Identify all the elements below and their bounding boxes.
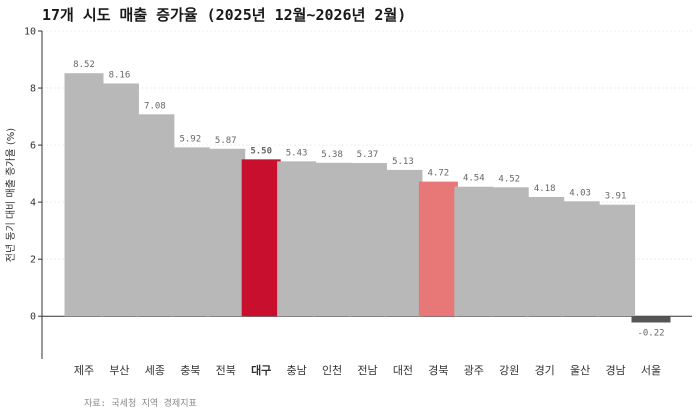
value-label-경기: 4.18 xyxy=(534,184,556,194)
bars xyxy=(64,73,671,323)
category-label-서울: 서울 xyxy=(641,364,661,377)
value-label-서울: -0.22 xyxy=(637,328,664,338)
value-label-인천: 5.38 xyxy=(321,150,343,160)
bar-전남 xyxy=(348,163,387,317)
value-label-전북: 5.87 xyxy=(215,136,237,146)
value-label-전남: 5.37 xyxy=(357,150,379,160)
source-note: 자료: 국세청 지역 경제지표 xyxy=(84,399,197,409)
y-tick-label: 2 xyxy=(30,255,36,266)
bar-서울 xyxy=(631,316,671,323)
category-label-대구: 대구 xyxy=(251,363,271,377)
value-label-광주: 4.54 xyxy=(463,174,485,184)
y-tick-label: 10 xyxy=(24,27,36,38)
chart-title: 17개 시도 매출 증가율 (2025년 12월~2026년 2월) xyxy=(42,6,407,24)
value-label-충북: 5.92 xyxy=(179,134,201,144)
bar-경북 xyxy=(418,181,458,317)
bar-충남 xyxy=(277,161,317,317)
bar-제주 xyxy=(64,73,104,317)
y-tick-label: 0 xyxy=(30,312,36,323)
bar-경기 xyxy=(525,196,565,317)
category-labels: 제주 부산 세종 충북 전북 대구 충남 인천 전남 대전 경북 광주 강원 경기 울산 경남 서울 xyxy=(74,363,661,377)
category-label-경북: 경북 xyxy=(428,364,448,377)
y-tick-label: 8 xyxy=(30,84,36,95)
category-label-충북: 충북 xyxy=(180,364,200,377)
y-axis: 0 2 4 6 8 10 xyxy=(24,27,43,359)
category-label-부산: 부산 xyxy=(109,364,129,377)
bar-강원 xyxy=(489,187,529,317)
value-label-충남: 5.43 xyxy=(286,148,308,158)
value-label-대전: 5.13 xyxy=(392,157,414,167)
value-label-강원: 4.52 xyxy=(498,174,520,184)
category-label-제주: 제주 xyxy=(74,364,94,377)
category-label-세종: 세종 xyxy=(145,364,165,377)
bar-광주 xyxy=(454,186,494,317)
value-label-경남: 3.91 xyxy=(605,192,627,202)
category-label-전북: 전북 xyxy=(216,364,236,377)
value-label-세종: 7.08 xyxy=(144,101,166,111)
category-label-광주: 광주 xyxy=(464,364,484,377)
category-label-대전: 대전 xyxy=(393,364,413,377)
value-label-울산: 4.03 xyxy=(569,188,591,198)
category-label-경남: 경남 xyxy=(605,364,625,377)
category-label-울산: 울산 xyxy=(570,364,590,377)
bar-인천 xyxy=(312,162,352,317)
y-tick-label: 4 xyxy=(30,198,36,209)
bar-경남 xyxy=(596,204,636,317)
y-axis-label: 전년 동기 대비 매출 증가율 (%) xyxy=(5,128,17,262)
category-label-충남: 충남 xyxy=(287,364,307,377)
value-label-부산: 8.16 xyxy=(109,70,131,80)
category-label-전남: 전남 xyxy=(357,364,377,377)
bar-충북 xyxy=(170,147,210,317)
bar-부산 xyxy=(99,83,139,317)
value-label-제주: 8.52 xyxy=(73,60,95,70)
value-label-경북: 4.72 xyxy=(428,169,450,179)
value-labels: 8.52 8.16 7.08 5.92 5.87 5.50 5.43 5.38 5.37 5.13… xyxy=(73,60,664,338)
category-label-경기: 경기 xyxy=(535,364,555,377)
bar-대전 xyxy=(383,169,423,317)
bar-세종 xyxy=(135,114,175,317)
y-tick-label: 6 xyxy=(30,141,36,152)
category-label-인천: 인천 xyxy=(322,363,342,377)
value-label-대구: 5.50 xyxy=(250,146,272,156)
bar-대구 xyxy=(241,159,281,317)
category-label-강원: 강원 xyxy=(499,364,519,377)
bar-전북 xyxy=(206,148,246,317)
bar-울산 xyxy=(560,201,600,317)
